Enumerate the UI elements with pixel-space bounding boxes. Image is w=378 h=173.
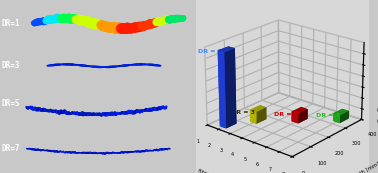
Y-axis label: fiber length [mm]: fiber length [mm] [337, 161, 378, 173]
X-axis label: fiber diameter [μm]: fiber diameter [μm] [197, 169, 248, 173]
Text: DR=1: DR=1 [2, 19, 20, 28]
Text: DR=3: DR=3 [2, 61, 20, 70]
Text: DR=7: DR=7 [2, 144, 20, 153]
Text: DR=5: DR=5 [2, 99, 20, 108]
